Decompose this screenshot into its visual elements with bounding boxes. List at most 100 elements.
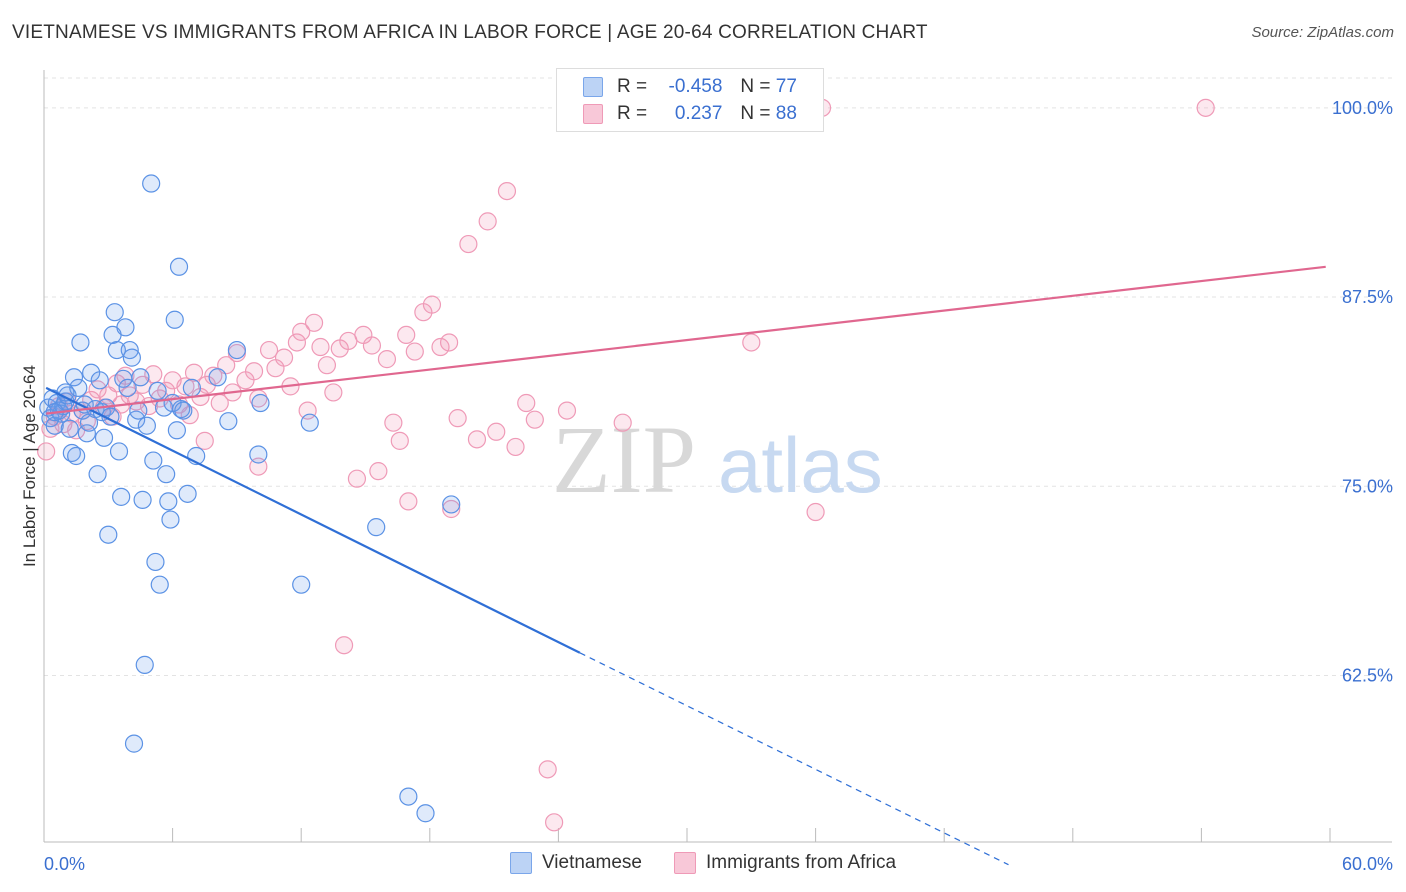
point-africa xyxy=(304,313,324,332)
legend-swatch-africa xyxy=(673,852,696,874)
point-africa xyxy=(439,333,459,352)
point-africa xyxy=(324,383,343,402)
point-africa xyxy=(422,295,442,314)
point-africa xyxy=(448,409,467,428)
point-africa xyxy=(259,340,279,360)
chart-title: VIETNAMESE VS IMMIGRANTS FROM AFRICA IN … xyxy=(12,22,928,43)
point-africa xyxy=(467,430,487,449)
legend-r-value: 0.237 xyxy=(674,103,723,124)
point-africa xyxy=(390,431,409,450)
point-vietnamese xyxy=(148,381,167,401)
point-vietnamese xyxy=(399,787,418,806)
point-africa xyxy=(613,413,632,432)
point-vietnamese xyxy=(300,413,319,432)
point-vietnamese xyxy=(292,575,311,594)
point-africa xyxy=(442,499,461,519)
legend-item-africa: Immigrants from Africa xyxy=(673,852,897,874)
trend-line-africa xyxy=(46,265,1326,415)
trend-line-vietnamese xyxy=(45,386,581,654)
trend-line-vietnamese-extension xyxy=(579,652,1009,866)
point-vietnamese xyxy=(67,446,86,466)
point-africa xyxy=(538,760,557,779)
legend-row-africa: R = 0.237 N = 88 xyxy=(583,102,797,126)
point-africa xyxy=(311,337,330,357)
point-vietnamese xyxy=(124,734,144,753)
y-tick-label: 75.0% xyxy=(1342,476,1393,496)
point-vietnamese xyxy=(88,465,107,484)
point-africa xyxy=(347,469,367,488)
point-africa xyxy=(369,462,388,481)
point-vietnamese xyxy=(105,303,124,322)
point-africa xyxy=(497,181,517,201)
point-vietnamese xyxy=(142,174,161,193)
point-africa xyxy=(334,636,354,655)
point-vietnamese xyxy=(169,257,189,276)
point-africa xyxy=(557,401,577,420)
point-africa xyxy=(525,410,544,429)
stats-legend: R = -0.458 N = 77 R = 0.237 N = 88 xyxy=(556,68,824,132)
legend-n-label: N = xyxy=(740,103,771,124)
point-africa xyxy=(806,502,825,522)
point-vietnamese xyxy=(122,348,141,367)
legend-swatch-africa xyxy=(583,104,603,124)
point-africa xyxy=(287,333,307,352)
x-tick-label: 0.0% xyxy=(44,854,85,874)
point-vietnamese xyxy=(131,368,150,387)
point-africa xyxy=(742,333,761,352)
point-vietnamese xyxy=(442,495,461,514)
legend-row-vietnamese: R = -0.458 N = 77 xyxy=(583,75,797,99)
point-africa xyxy=(506,437,525,457)
legend-n-label: N = xyxy=(740,76,771,97)
legend-swatch-vietnamese xyxy=(583,77,603,97)
legend-r-label: R = xyxy=(617,103,648,124)
x-tick-label: 60.0% xyxy=(1342,854,1393,874)
point-africa xyxy=(176,377,195,396)
point-vietnamese xyxy=(94,428,114,447)
point-vietnamese xyxy=(165,310,184,329)
point-vietnamese xyxy=(416,804,435,823)
trend-lines xyxy=(45,265,1326,866)
point-vietnamese xyxy=(227,340,246,360)
point-africa xyxy=(195,431,214,450)
point-vietnamese xyxy=(60,419,79,438)
point-vietnamese xyxy=(109,442,129,461)
point-vietnamese xyxy=(144,451,163,470)
point-vietnamese xyxy=(208,368,227,387)
point-africa xyxy=(431,337,450,357)
source-label: Source: ZipAtlas.com xyxy=(1251,24,1394,41)
point-vietnamese xyxy=(120,340,139,360)
point-africa xyxy=(37,442,56,461)
point-africa xyxy=(405,342,424,361)
point-vietnamese xyxy=(157,465,176,484)
point-vietnamese xyxy=(135,655,154,674)
legend-n-value: 77 xyxy=(775,76,797,97)
point-vietnamese xyxy=(146,552,165,572)
point-africa xyxy=(292,322,311,341)
series-legend: Vietnamese Immigrants from Africa xyxy=(0,852,1406,874)
y-tick-label: 87.5% xyxy=(1342,287,1393,307)
point-vietnamese xyxy=(251,393,270,413)
point-vietnamese xyxy=(367,518,386,537)
axes xyxy=(43,70,1392,843)
legend-label-africa: Immigrants from Africa xyxy=(705,852,897,873)
point-vietnamese xyxy=(71,333,90,352)
point-africa xyxy=(244,362,264,381)
point-africa xyxy=(362,336,382,355)
point-africa xyxy=(397,325,416,345)
point-africa xyxy=(487,422,506,441)
point-africa xyxy=(399,492,418,511)
point-vietnamese xyxy=(167,421,186,440)
legend-r-label: R = xyxy=(617,76,648,97)
legend-label-vietnamese: Vietnamese xyxy=(541,852,642,873)
point-africa xyxy=(384,413,403,432)
point-africa xyxy=(197,375,216,394)
point-africa xyxy=(274,348,294,367)
point-vietnamese xyxy=(150,575,169,594)
point-vietnamese xyxy=(178,484,197,503)
y-tick-label: 100.0% xyxy=(1332,98,1393,118)
y-tick-label: 62.5% xyxy=(1342,665,1393,685)
point-vietnamese xyxy=(174,401,193,420)
point-vietnamese xyxy=(137,416,156,435)
point-vietnamese xyxy=(107,340,126,360)
